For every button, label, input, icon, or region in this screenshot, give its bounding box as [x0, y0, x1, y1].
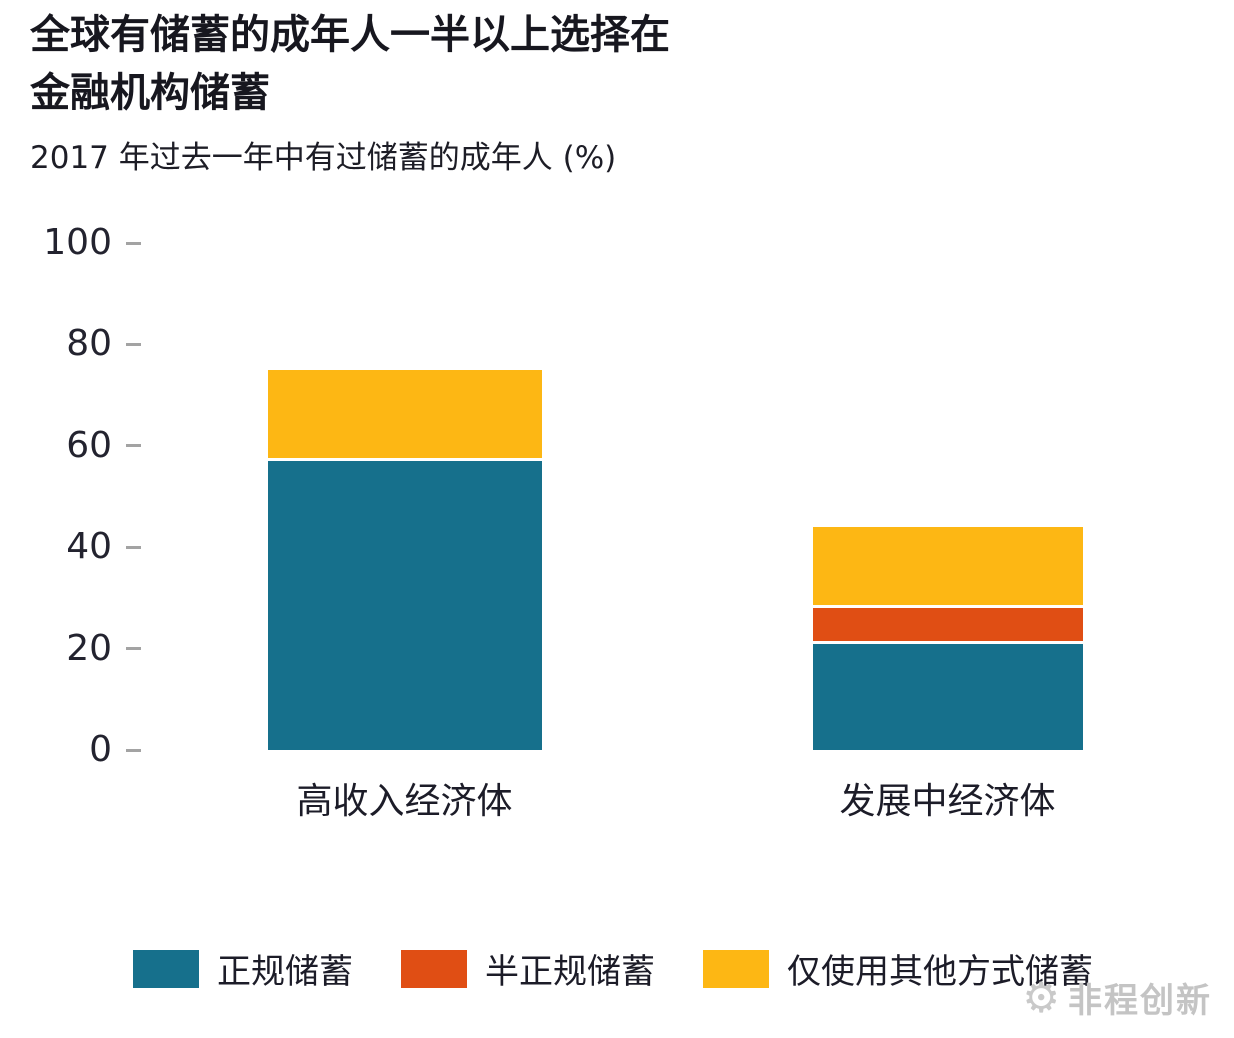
- chart-subtitle: 2017 年过去一年中有过储蓄的成年人 (%): [30, 140, 617, 176]
- legend-swatch: [703, 949, 769, 988]
- legend-swatch: [133, 949, 199, 988]
- y-tick-mark: [126, 444, 141, 448]
- y-tick-label: 0: [89, 729, 112, 770]
- y-tick-label: 20: [66, 627, 112, 669]
- legend-item: 仅使用其他方式储蓄: [703, 944, 1093, 993]
- y-tick-mark: [126, 748, 141, 752]
- bar-segment: [267, 369, 542, 462]
- legend-label: 仅使用其他方式储蓄: [787, 952, 1093, 992]
- plot-area: [130, 243, 1190, 750]
- y-tick-label: 100: [43, 222, 112, 263]
- legend-label: 半正规储蓄: [485, 952, 655, 992]
- gear-logo-icon: ⚙: [1022, 972, 1060, 1022]
- watermark: ⚙ 非程创新: [1022, 973, 1212, 1022]
- chart-title-line2: 金融机构储蓄: [30, 70, 270, 116]
- category-label: 发展中经济体: [839, 781, 1056, 822]
- y-tick-mark: [126, 545, 141, 549]
- chart-title: 全球有储蓄的成年人一半以上选择在 金融机构储蓄: [30, 6, 930, 122]
- legend-swatch: [401, 949, 467, 988]
- category-label: 高收入经济体: [296, 781, 513, 822]
- legend-item: 正规储蓄: [133, 944, 353, 993]
- y-tick-mark: [126, 241, 141, 245]
- bar-segment: [812, 608, 1083, 644]
- legend: 正规储蓄 半正规储蓄 仅使用其他方式储蓄: [133, 944, 1093, 993]
- bar-segment: [812, 643, 1083, 750]
- bar-segment: [812, 526, 1083, 609]
- y-tick-label: 40: [66, 526, 112, 568]
- chart-title-line1: 全球有储蓄的成年人一半以上选择在: [30, 12, 670, 58]
- legend-item: 半正规储蓄: [401, 944, 655, 993]
- y-tick-label: 80: [66, 323, 112, 365]
- y-tick-label: 60: [66, 424, 112, 466]
- y-tick-mark: [126, 647, 141, 651]
- watermark-text: 非程创新: [1068, 981, 1212, 1021]
- y-tick-mark: [126, 342, 141, 346]
- bar-segment: [267, 461, 542, 750]
- legend-label: 正规储蓄: [217, 952, 353, 992]
